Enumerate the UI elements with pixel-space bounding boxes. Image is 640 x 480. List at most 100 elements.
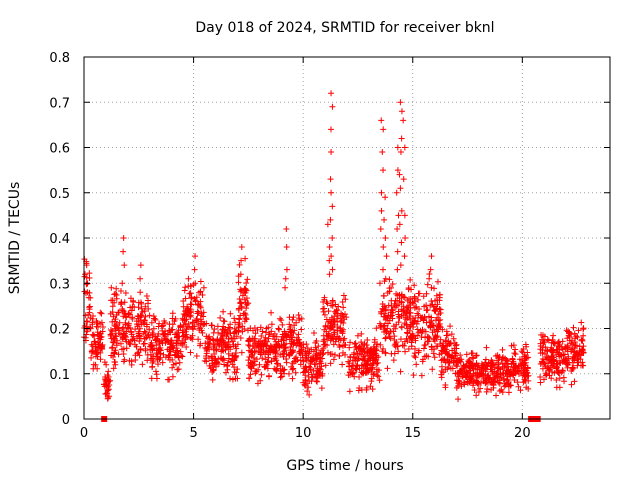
data-point [94, 319, 101, 326]
data-point [181, 339, 188, 346]
data-point [356, 374, 363, 381]
data-point [105, 373, 112, 380]
data-point [580, 332, 587, 339]
data-point [279, 333, 286, 340]
data-point [426, 335, 433, 342]
data-point [473, 392, 480, 399]
data-point [246, 336, 253, 343]
data-point [361, 340, 368, 347]
data-point [351, 353, 358, 360]
data-point [178, 352, 185, 359]
data-point [288, 329, 295, 336]
data-point [135, 330, 142, 337]
data-point [336, 353, 343, 360]
data-point [242, 314, 249, 321]
data-point [575, 327, 582, 334]
data-point [245, 300, 252, 307]
data-point [288, 349, 295, 356]
data-point [374, 372, 381, 379]
data-point [148, 343, 155, 350]
data-point [105, 368, 112, 375]
data-point [385, 320, 392, 327]
data-point [568, 348, 575, 355]
data-point [410, 372, 417, 379]
x-tick-label: 0 [80, 426, 88, 441]
data-point [485, 375, 492, 382]
data-point [423, 319, 430, 326]
data-point [456, 378, 463, 385]
data-point [579, 347, 586, 354]
data-point [169, 364, 176, 371]
data-point [224, 362, 231, 369]
data-point [295, 331, 302, 338]
data-point [237, 299, 244, 306]
data-point [132, 356, 139, 363]
data-point [157, 344, 164, 351]
data-point [272, 338, 279, 345]
y-tick-label: 0.2 [49, 323, 70, 338]
data-point [327, 360, 334, 367]
data-point [304, 380, 311, 387]
data-point [346, 369, 353, 376]
data-point [245, 362, 252, 369]
data-point [152, 337, 159, 344]
data-point [192, 253, 199, 260]
data-point [516, 356, 523, 363]
data-point [227, 310, 234, 317]
data-point [324, 300, 331, 307]
data-point [208, 322, 215, 329]
data-point [111, 322, 118, 329]
data-point [422, 328, 429, 335]
data-point [206, 362, 213, 369]
data-point [416, 305, 423, 312]
data-point [553, 376, 560, 383]
data-point [115, 309, 122, 316]
data-point [438, 363, 445, 370]
data-point [382, 335, 389, 342]
data-point [128, 358, 135, 365]
data-point [327, 126, 334, 133]
data-point [398, 323, 405, 330]
data-point [411, 304, 418, 311]
data-point [307, 366, 314, 373]
data-point [319, 347, 326, 354]
data-point [121, 262, 128, 269]
data-point [549, 349, 556, 356]
data-point [89, 332, 96, 339]
data-point [292, 369, 299, 376]
data-point [394, 266, 401, 273]
data-point [325, 330, 332, 337]
data-point [277, 374, 284, 381]
data-point [389, 307, 396, 314]
data-point [181, 312, 188, 319]
data-point [104, 387, 111, 394]
data-point [395, 308, 402, 315]
data-point [428, 284, 435, 291]
data-point [520, 365, 527, 372]
data-point [168, 343, 175, 350]
data-point [277, 351, 284, 358]
data-point [186, 290, 193, 297]
data-point [302, 364, 309, 371]
data-point [382, 235, 389, 241]
data-point [127, 295, 134, 302]
data-point [432, 332, 439, 339]
data-point [111, 291, 118, 298]
data-point [271, 348, 278, 355]
data-point [160, 331, 167, 338]
data-point [311, 330, 318, 337]
data-point [240, 310, 247, 317]
data-point [390, 323, 397, 330]
data-point [112, 325, 119, 332]
data-point [144, 357, 151, 364]
data-point [417, 327, 424, 334]
data-point [473, 352, 480, 359]
data-point [189, 332, 196, 339]
data-point [400, 117, 407, 124]
data-point [329, 203, 336, 210]
data-point [493, 392, 500, 399]
data-point [197, 288, 204, 295]
data-point [450, 335, 457, 342]
data-point [195, 336, 202, 343]
